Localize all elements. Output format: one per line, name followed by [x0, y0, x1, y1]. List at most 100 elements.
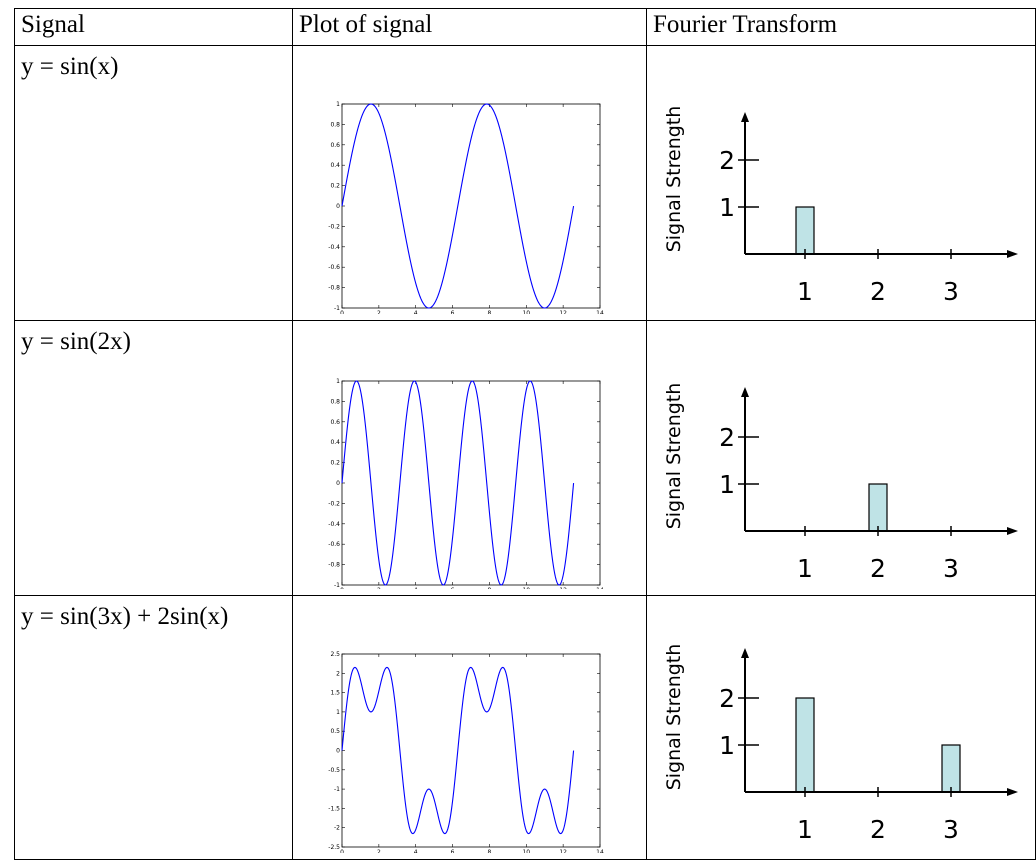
y-axis-arrow — [741, 387, 749, 397]
x-axis-arrow — [1007, 250, 1018, 258]
x-tick-label: 2 — [377, 587, 381, 589]
y-tick-label: 1 — [719, 470, 735, 499]
x-tick-label: 10 — [522, 310, 530, 314]
x-tick-label: 0 — [340, 587, 344, 589]
frequency-bar — [795, 206, 815, 255]
table-row: y = sin(x) 0 2 4 6 8 10 12 14 1 0.8 0.6 0.4 0.2 0 -0.2… — [14, 45, 1036, 321]
y-tick-label: 0 — [336, 480, 340, 487]
y-tick-label: 2.5 — [330, 651, 340, 658]
y-tick-label: -1 — [334, 582, 340, 589]
frequency-bar — [868, 483, 888, 532]
y-tick-label: 0.5 — [330, 728, 340, 735]
y-tick-label: -0.2 — [328, 500, 340, 507]
signal-plot: 0 2 4 6 8 10 12 142.521.510.50-0.5-1-1.5-2-2.5 — [328, 651, 604, 853]
y-axis-title: Signal Strength — [663, 106, 685, 253]
y-axis-title: Signal Strength — [663, 644, 685, 791]
y-tick-label: 0.4 — [330, 439, 340, 446]
signal-plot: 0 2 4 6 8 10 12 14 1 0.8 0.6 0.4 0.2 0 -0.2 -0.4 -0.6 -0.… — [328, 101, 604, 314]
y-tick-label: -0.8 — [328, 285, 340, 292]
y-axis-title: Signal Strength — [663, 383, 685, 530]
plot-frame — [341, 380, 601, 586]
y-tick-label: 1 — [719, 731, 735, 760]
y-tick-label: -0.8 — [328, 562, 340, 569]
y-tick-label: -2.5 — [328, 844, 340, 851]
y-tick-label: 0.6 — [330, 419, 340, 426]
x-tick-label: 14 — [596, 310, 604, 314]
y-tick-label: 0.8 — [330, 398, 340, 405]
x-tick-label: 6 — [451, 310, 455, 314]
signal-formula: y = sin(3x) + 2sin(x) — [14, 595, 293, 860]
y-tick-label: 2 — [719, 423, 735, 452]
x-axis-arrow — [1007, 527, 1018, 535]
y-tick-label: 0 — [336, 203, 340, 210]
y-tick-label: 2 — [719, 146, 735, 175]
signal-curve — [341, 103, 575, 309]
x-tick-label: 4 — [414, 310, 418, 314]
table-row: y = sin(2x) 0246810121410.80.60.40.20-0.… — [14, 320, 1036, 596]
x-tick-label: 2 — [870, 815, 886, 844]
signal-plot-cell: 0 2 4 6 8 10 12 14 1 0.8 0.6 0.4 0.2 0 -0.2 -0.4 -0.6 -0.… — [292, 45, 647, 321]
y-tick-label: 2 — [336, 670, 340, 677]
y-axis-arrow — [741, 112, 749, 122]
y-tick-label: 0.2 — [330, 460, 340, 467]
x-tick-label: 4 — [414, 587, 418, 589]
plot-frame — [341, 103, 601, 309]
frequency-bar — [795, 697, 815, 793]
x-tick-label: 3 — [943, 815, 959, 844]
x-tick-label: 1 — [797, 277, 813, 306]
x-tick-label: 8 — [488, 587, 492, 589]
x-tick-label: 3 — [943, 277, 959, 306]
y-tick-label: 1 — [336, 378, 340, 385]
x-tick-label: 14 — [596, 587, 604, 589]
y-tick-label: -1.5 — [328, 805, 340, 812]
x-tick-label: 3 — [943, 554, 959, 583]
header-signal: Signal — [14, 8, 293, 46]
x-tick-label: 12 — [559, 587, 567, 589]
y-tick-label: 0.8 — [330, 121, 340, 128]
y-tick-label: -1 — [334, 786, 340, 793]
y-tick-label: 2 — [719, 684, 735, 713]
x-tick-label: 2 — [870, 277, 886, 306]
y-tick-label: 1.5 — [330, 690, 340, 697]
signal-curve — [341, 666, 575, 835]
fourier-cell: 21123frequencySignal Strength — [646, 45, 1036, 321]
x-tick-label: 10 — [522, 587, 530, 589]
fourier-plot: 21123frequencySignal Strength — [663, 644, 1018, 844]
y-tick-label: -0.6 — [328, 264, 340, 271]
x-axis-arrow — [1007, 788, 1018, 796]
x-tick-label: 6 — [451, 587, 455, 589]
signal-table: Signal Plot of signal Fourier Transform … — [14, 8, 1036, 860]
signal-plot-cell: 0 2 4 6 8 10 12 14 2.5 2 1.5 1 0.5 0 -0.5 -1 -1.5 -2 -2.5 — [292, 595, 647, 860]
signal-formula: y = sin(x) — [14, 45, 293, 321]
y-tick-label: 0 — [336, 748, 340, 755]
signal-plot: 0 2 4 6 8 10 12 14 1 0.8 0.6 0.4 0.2 0 -0.2 -0.4 -0.6 -0.… — [328, 378, 604, 589]
x-tick-label: 2 — [870, 554, 886, 583]
frequency-bar — [941, 744, 961, 793]
signal-formula: y = sin(2x) — [14, 320, 293, 596]
header-row: Signal Plot of signal Fourier Transform — [14, 8, 1036, 46]
y-tick-label: -1 — [334, 305, 340, 312]
y-tick-label: 1 — [719, 193, 735, 222]
y-tick-label: -0.5 — [328, 767, 340, 774]
y-tick-label: 0.4 — [330, 162, 340, 169]
fourier-cell: 21123frequencySignal Strength — [646, 595, 1036, 860]
x-tick-label: 2 — [377, 310, 381, 314]
fourier-plot: 21123frequencySignal Strength — [663, 383, 1018, 583]
x-tick-label: 12 — [559, 310, 567, 314]
signal-plot-cell: 0 2 4 6 8 10 12 14 1 0.8 0.6 0.4 0.2 0 -0.2 -0.4 -0.6 -0.… — [292, 320, 647, 596]
header-plot: Plot of signal — [292, 8, 647, 46]
y-tick-label: -0.4 — [328, 244, 340, 251]
y-tick-label: 1 — [336, 709, 340, 716]
y-tick-label: -0.4 — [328, 521, 340, 528]
signal-curve — [341, 380, 575, 586]
x-tick-label: 1 — [797, 815, 813, 844]
x-tick-label: 0 — [340, 310, 344, 314]
y-tick-label: -0.2 — [328, 223, 340, 230]
fourier-plot: 21123frequencySignal Strength — [663, 106, 1018, 306]
y-tick-label: 0.2 — [330, 183, 340, 190]
y-tick-label: 0.6 — [330, 142, 340, 149]
table-row: y = sin(3x) + 2sin(x) 0 2 4 6 8 10 12 14 2.5 2 1.5… — [14, 595, 1036, 860]
x-tick-label: 8 — [488, 310, 492, 314]
y-tick-label: -2 — [334, 825, 340, 832]
y-tick-label: 1 — [336, 101, 340, 108]
